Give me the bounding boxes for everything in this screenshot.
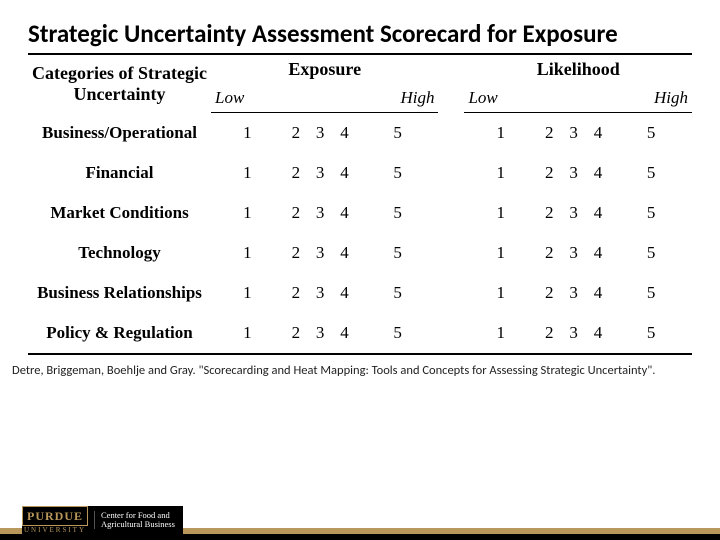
likelihood-low-label: Low bbox=[464, 84, 537, 113]
logo-line2: Agricultural Business bbox=[101, 520, 175, 529]
scale-cell: 1 bbox=[211, 233, 284, 273]
scale-cell: 5 bbox=[357, 153, 439, 193]
table-row: Business/Operational 1 2 3 4 5 1 2 3 4 5 bbox=[28, 113, 692, 154]
scale-cell: 1 bbox=[211, 153, 284, 193]
scale-cell: 2 bbox=[537, 153, 561, 193]
scale-cell: 4 bbox=[332, 233, 356, 273]
scale-cell: 2 bbox=[284, 233, 308, 273]
scale-cell: 5 bbox=[610, 273, 692, 313]
scale-cell: 3 bbox=[308, 313, 332, 354]
footer: PURDUE UNIVERSITY Center for Food and Ag… bbox=[0, 504, 720, 540]
category-label: Business/Operational bbox=[28, 113, 211, 154]
scale-cell: 2 bbox=[284, 113, 308, 154]
scorecard-table-container: Categories of Strategic Uncertainty Expo… bbox=[0, 53, 720, 355]
scale-cell: 3 bbox=[561, 113, 585, 154]
category-label: Business Relationships bbox=[28, 273, 211, 313]
scale-cell: 4 bbox=[332, 313, 356, 354]
category-label: Policy & Regulation bbox=[28, 313, 211, 354]
scorecard-table: Categories of Strategic Uncertainty Expo… bbox=[28, 53, 692, 355]
scale-cell: 3 bbox=[308, 273, 332, 313]
slide-title: Strategic Uncertainty Assessment Scoreca… bbox=[0, 0, 720, 53]
scale-cell: 4 bbox=[586, 273, 610, 313]
scale-cell: 2 bbox=[284, 313, 308, 354]
scale-cell: 4 bbox=[332, 273, 356, 313]
scale-cell: 1 bbox=[211, 113, 284, 154]
scale-cell: 4 bbox=[586, 313, 610, 354]
category-label: Financial bbox=[28, 153, 211, 193]
col-header-likelihood: Likelihood bbox=[464, 54, 692, 84]
scale-cell: 2 bbox=[284, 273, 308, 313]
table-row: Financial 1 2 3 4 5 1 2 3 4 5 bbox=[28, 153, 692, 193]
scale-cell: 1 bbox=[464, 313, 537, 354]
logo-subtitle: Center for Food and Agricultural Busines… bbox=[94, 511, 175, 529]
scale-cell: 3 bbox=[308, 193, 332, 233]
scale-cell: 4 bbox=[332, 113, 356, 154]
scale-cell: 1 bbox=[211, 193, 284, 233]
scale-cell: 1 bbox=[464, 153, 537, 193]
scale-cell: 2 bbox=[537, 273, 561, 313]
scale-cell: 5 bbox=[357, 193, 439, 233]
scale-cell: 5 bbox=[610, 193, 692, 233]
scale-cell: 1 bbox=[464, 193, 537, 233]
table-row: Policy & Regulation 1 2 3 4 5 1 2 3 4 5 bbox=[28, 313, 692, 354]
spacer bbox=[438, 54, 464, 113]
logo-university: UNIVERSITY bbox=[22, 526, 88, 534]
scale-cell: 3 bbox=[561, 273, 585, 313]
scale-cell: 2 bbox=[284, 153, 308, 193]
scale-cell: 5 bbox=[357, 233, 439, 273]
scale-cell: 2 bbox=[537, 233, 561, 273]
table-row: Business Relationships 1 2 3 4 5 1 2 3 4… bbox=[28, 273, 692, 313]
scale-cell: 3 bbox=[561, 153, 585, 193]
category-label: Market Conditions bbox=[28, 193, 211, 233]
scale-cell: 4 bbox=[332, 193, 356, 233]
black-bar bbox=[0, 534, 720, 540]
scale-cell: 3 bbox=[308, 233, 332, 273]
scale-cell: 1 bbox=[464, 233, 537, 273]
scale-cell: 5 bbox=[357, 273, 439, 313]
scale-cell: 4 bbox=[586, 233, 610, 273]
scale-cell: 2 bbox=[537, 313, 561, 354]
likelihood-high-label: High bbox=[610, 84, 692, 113]
scale-cell: 3 bbox=[308, 113, 332, 154]
scale-cell: 1 bbox=[211, 313, 284, 354]
scale-cell: 5 bbox=[610, 153, 692, 193]
scale-cell: 4 bbox=[332, 153, 356, 193]
table-row: Technology 1 2 3 4 5 1 2 3 4 5 bbox=[28, 233, 692, 273]
scale-cell: 1 bbox=[211, 273, 284, 313]
scale-cell: 4 bbox=[586, 113, 610, 154]
category-label: Technology bbox=[28, 233, 211, 273]
scale-cell: 2 bbox=[537, 113, 561, 154]
scale-cell: 3 bbox=[308, 153, 332, 193]
scale-cell: 3 bbox=[561, 313, 585, 354]
col-header-categories: Categories of Strategic Uncertainty bbox=[28, 54, 211, 113]
scale-cell: 4 bbox=[586, 153, 610, 193]
citation-text: Detre, Briggeman, Boehlje and Gray. "Sco… bbox=[0, 355, 720, 378]
scale-cell: 4 bbox=[586, 193, 610, 233]
scale-cell: 5 bbox=[610, 233, 692, 273]
purdue-logo: PURDUE UNIVERSITY Center for Food and Ag… bbox=[22, 506, 183, 534]
scale-cell: 2 bbox=[284, 193, 308, 233]
scale-cell: 2 bbox=[537, 193, 561, 233]
scale-cell: 5 bbox=[610, 113, 692, 154]
exposure-low-label: Low bbox=[211, 84, 284, 113]
scale-cell: 5 bbox=[610, 313, 692, 354]
table-row: Market Conditions 1 2 3 4 5 1 2 3 4 5 bbox=[28, 193, 692, 233]
scale-cell: 1 bbox=[464, 273, 537, 313]
scale-cell: 3 bbox=[561, 233, 585, 273]
exposure-high-label: High bbox=[357, 84, 439, 113]
scale-cell: 5 bbox=[357, 113, 439, 154]
logo-name: PURDUE bbox=[22, 506, 88, 526]
scale-cell: 1 bbox=[464, 113, 537, 154]
scale-cell: 3 bbox=[561, 193, 585, 233]
col-header-exposure: Exposure bbox=[211, 54, 438, 84]
scale-cell: 5 bbox=[357, 313, 439, 354]
